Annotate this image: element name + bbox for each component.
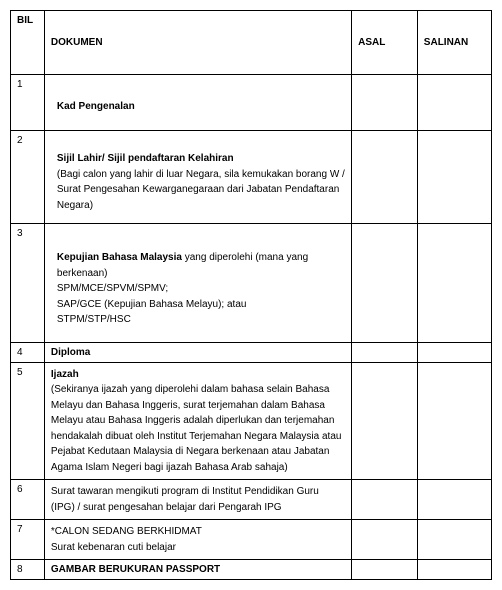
row-num: 3 [11,224,45,343]
header-asal: ASAL [352,11,418,75]
row-line: STPM/STP/HSC [51,312,345,338]
row-dokumen: Ijazah (Sekiranya ijazah yang diperolehi… [44,362,351,480]
cell-salinan [417,342,491,362]
row-subtext: (Bagi calon yang lahir di luar Negara, s… [51,167,345,220]
cell-salinan [417,362,491,480]
row-dokumen: Kepujian Bahasa Malaysia yang diperolehi… [44,224,351,343]
cell-asal [352,342,418,362]
row-line: Surat kebenaran cuti belajar [51,540,345,556]
document-checklist-table: BIL DOKUMEN ASAL SALINAN 1 Kad Pengenala… [10,10,492,580]
row-text: Surat tawaran mengikuti program di Insti… [51,484,345,515]
cell-salinan [417,520,491,560]
cell-asal [352,362,418,480]
cell-salinan [417,131,491,224]
row-dokumen: Surat tawaran mengikuti program di Insti… [44,480,351,520]
row-dokumen: *CALON SEDANG BERKHIDMAT Surat kebenaran… [44,520,351,560]
row-line: SPM/MCE/SPVM/SPMV; [51,281,345,297]
row-title: Kepujian Bahasa Malaysia [57,252,182,263]
row-num: 5 [11,362,45,480]
row-num: 7 [11,520,45,560]
row-title: Sijil Lahir/ Sijil pendaftaran Kelahiran [57,153,234,164]
row-dokumen: Diploma [44,342,351,362]
table-row: 1 Kad Pengenalan [11,75,492,131]
row-line: *CALON SEDANG BERKHIDMAT [51,524,345,540]
row-dokumen: Kad Pengenalan [44,75,351,131]
table-row: 4 Diploma [11,342,492,362]
row-dokumen: Sijil Lahir/ Sijil pendaftaran Kelahiran… [44,131,351,224]
row-num: 4 [11,342,45,362]
row-title: Ijazah [51,367,345,383]
table-row: 7 *CALON SEDANG BERKHIDMAT Surat kebenar… [11,520,492,560]
cell-asal [352,131,418,224]
header-dokumen: DOKUMEN [44,11,351,75]
table-row: 5 Ijazah (Sekiranya ijazah yang diperole… [11,362,492,480]
row-num: 8 [11,560,45,580]
cell-asal [352,224,418,343]
cell-asal [352,520,418,560]
row-num: 1 [11,75,45,131]
row-title: Diploma [51,347,90,358]
cell-salinan [417,224,491,343]
row-line: SAP/GCE (Kepujian Bahasa Melayu); atau [51,297,345,313]
cell-asal [352,560,418,580]
table-row: 6 Surat tawaran mengikuti program di Ins… [11,480,492,520]
table-row: 8 GAMBAR BERUKURAN PASSPORT [11,560,492,580]
cell-asal [352,75,418,131]
row-title: Kad Pengenalan [51,79,345,126]
row-subtext: (Sekiranya ijazah yang diperolehi dalam … [51,382,345,475]
header-bil: BIL [11,11,45,75]
row-num: 2 [11,131,45,224]
header-salinan: SALINAN [417,11,491,75]
cell-asal [352,480,418,520]
row-title: GAMBAR BERUKURAN PASSPORT [51,564,220,575]
cell-salinan [417,75,491,131]
cell-salinan [417,480,491,520]
table-row: 3 Kepujian Bahasa Malaysia yang diperole… [11,224,492,343]
row-dokumen: GAMBAR BERUKURAN PASSPORT [44,560,351,580]
table-header-row: BIL DOKUMEN ASAL SALINAN [11,11,492,75]
table-row: 2 Sijil Lahir/ Sijil pendaftaran Kelahir… [11,131,492,224]
row-num: 6 [11,480,45,520]
cell-salinan [417,560,491,580]
